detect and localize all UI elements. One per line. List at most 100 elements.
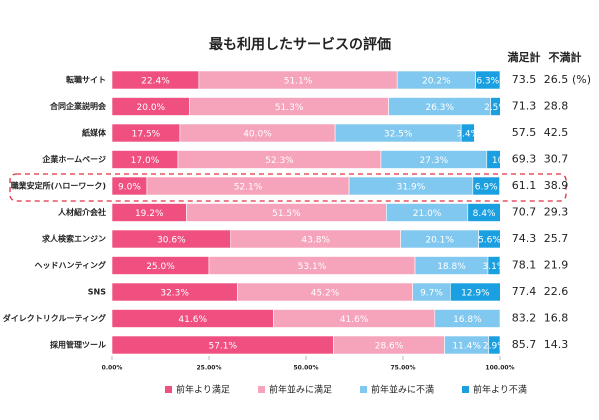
satisfied-total: 78.1 <box>512 259 537 272</box>
satisfied-total: 73.5 <box>512 73 537 86</box>
satisfied-total: 85.7 <box>512 338 537 351</box>
data-label: 3.4% <box>456 130 479 140</box>
data-label: 6.3% <box>476 77 499 87</box>
category-label: 求人検索エンジン <box>42 234 106 244</box>
data-label: 9.0% <box>118 183 141 193</box>
data-label: 41.6% <box>340 315 369 325</box>
legend-swatch <box>165 386 172 393</box>
data-label: 28.6% <box>375 342 404 352</box>
data-label: 5.6% <box>478 236 501 246</box>
data-label: 17.0% <box>131 156 160 166</box>
data-label: 30.6% <box>157 236 186 246</box>
dissatisfied-total: 26.5 <box>544 73 569 86</box>
bar-segment <box>487 256 500 275</box>
chart-title: 最も利用したサービスの評価 <box>209 36 391 53</box>
data-label: 2.5% <box>484 103 507 113</box>
category-label: 企業ホームページ <box>41 154 106 164</box>
data-label: 52.3% <box>265 156 294 166</box>
category-label: ヘッドハンティング <box>34 260 106 270</box>
bar-segment <box>486 150 500 169</box>
category-label: 紙媒体 <box>82 128 107 138</box>
x-tick-label: 0.00% <box>102 365 123 372</box>
data-label: 20.0% <box>137 103 166 113</box>
data-label: 45.2% <box>311 289 340 299</box>
bar-segment <box>450 282 500 302</box>
category-label: 人材紹介会社 <box>58 207 106 217</box>
satisfied-total: 61.1 <box>512 179 537 192</box>
data-label: 53.1% <box>298 262 327 272</box>
x-tick-label: 50.00% <box>294 365 319 372</box>
legend-swatch <box>360 386 367 393</box>
dissatisfied-total: 16.8 <box>544 312 569 325</box>
data-label: 52.1% <box>234 183 263 193</box>
data-label: 17.5% <box>132 130 161 140</box>
data-label: 57.1% <box>208 342 237 352</box>
legend-swatch <box>258 386 265 393</box>
data-label: 11.4% <box>452 342 481 352</box>
satisfied-total: 70.7 <box>512 206 537 219</box>
data-label: 18.8% <box>437 262 466 272</box>
data-label: 32.5% <box>384 130 413 140</box>
bar-segment <box>472 176 500 196</box>
dissatisfied-total: 25.7 <box>544 232 569 245</box>
category-label: 採用管理ツール <box>50 340 106 350</box>
dissatisfied-total: 42.5 <box>544 126 569 139</box>
dissatisfied-total: 29.3 <box>544 206 569 219</box>
legend-label: 前年並みに満足 <box>269 384 332 396</box>
dissatisfied-total: 14.3 <box>544 338 569 351</box>
satisfied-total: 74.3 <box>512 232 537 245</box>
data-label: 32.3% <box>160 289 189 299</box>
data-label: 40.0% <box>243 130 272 140</box>
data-label: 19.2% <box>135 209 164 219</box>
data-label: 21.0% <box>413 209 442 219</box>
category-label: SNS <box>88 288 106 297</box>
category-label: ダイレクトリクルーティング <box>3 313 106 323</box>
x-tick-label: 25.00% <box>197 365 222 372</box>
data-label: 26.3% <box>425 103 454 113</box>
unit-label: (%) <box>572 73 591 86</box>
highlight-box <box>9 173 567 202</box>
bar-segment <box>467 203 500 222</box>
data-label: 20.1% <box>425 236 454 246</box>
data-label: 41.6% <box>178 315 207 325</box>
data-label: 20.2% <box>422 77 451 87</box>
category-label: 職業安定所(ハローワーク) <box>11 181 106 191</box>
bar-segment <box>460 123 475 143</box>
legend-label: 前年より満足 <box>176 384 230 396</box>
legend-label: 前年より不満 <box>473 384 527 396</box>
data-label: 51.1% <box>284 77 313 87</box>
bar-segment <box>434 309 500 328</box>
data-label: 10.0% <box>492 156 521 166</box>
x-tick-label: 100.00% <box>485 365 514 372</box>
bar-segment <box>478 229 500 249</box>
bar-segment <box>475 70 500 90</box>
satisfied-total: 83.2 <box>512 312 537 325</box>
data-label: 12.9% <box>461 289 490 299</box>
data-label: 2.9% <box>483 342 506 352</box>
dissatisfied-total: 21.9 <box>544 259 569 272</box>
dissatisfied-total: 28.8 <box>544 100 569 113</box>
data-label: 9.7% <box>420 289 443 299</box>
category-label: 転職サイト <box>66 75 106 85</box>
legend-label: 前年並みに不満 <box>371 384 434 396</box>
bar-segment <box>488 335 500 355</box>
dissatisfied-total: 38.9 <box>544 179 569 192</box>
plot-area: 22.4% 51.1% 20.2% 6.3% 20.0% 51.3% 26.3% 2.5% 17… <box>112 70 521 355</box>
data-label: 43.8% <box>301 236 330 246</box>
data-label: 8.4% <box>473 209 496 219</box>
data-label: 51.5% <box>272 209 301 219</box>
data-label: 3.1% <box>483 262 506 272</box>
bar-segment <box>490 97 500 116</box>
satisfied-total: 57.5 <box>512 126 537 139</box>
dissatisfied-total: 30.7 <box>544 153 569 166</box>
satisfied-total: 71.3 <box>512 100 537 113</box>
legend-swatch <box>462 386 469 393</box>
satisfied-total: 69.3 <box>512 153 537 166</box>
satisfied-total: 77.4 <box>512 285 537 298</box>
column-header: 満足計 <box>508 50 541 64</box>
data-label: 27.3% <box>420 156 449 166</box>
dissatisfied-total: 22.6 <box>544 285 569 298</box>
data-label: 51.3% <box>275 103 304 113</box>
x-tick-label: 75.00% <box>391 365 416 372</box>
